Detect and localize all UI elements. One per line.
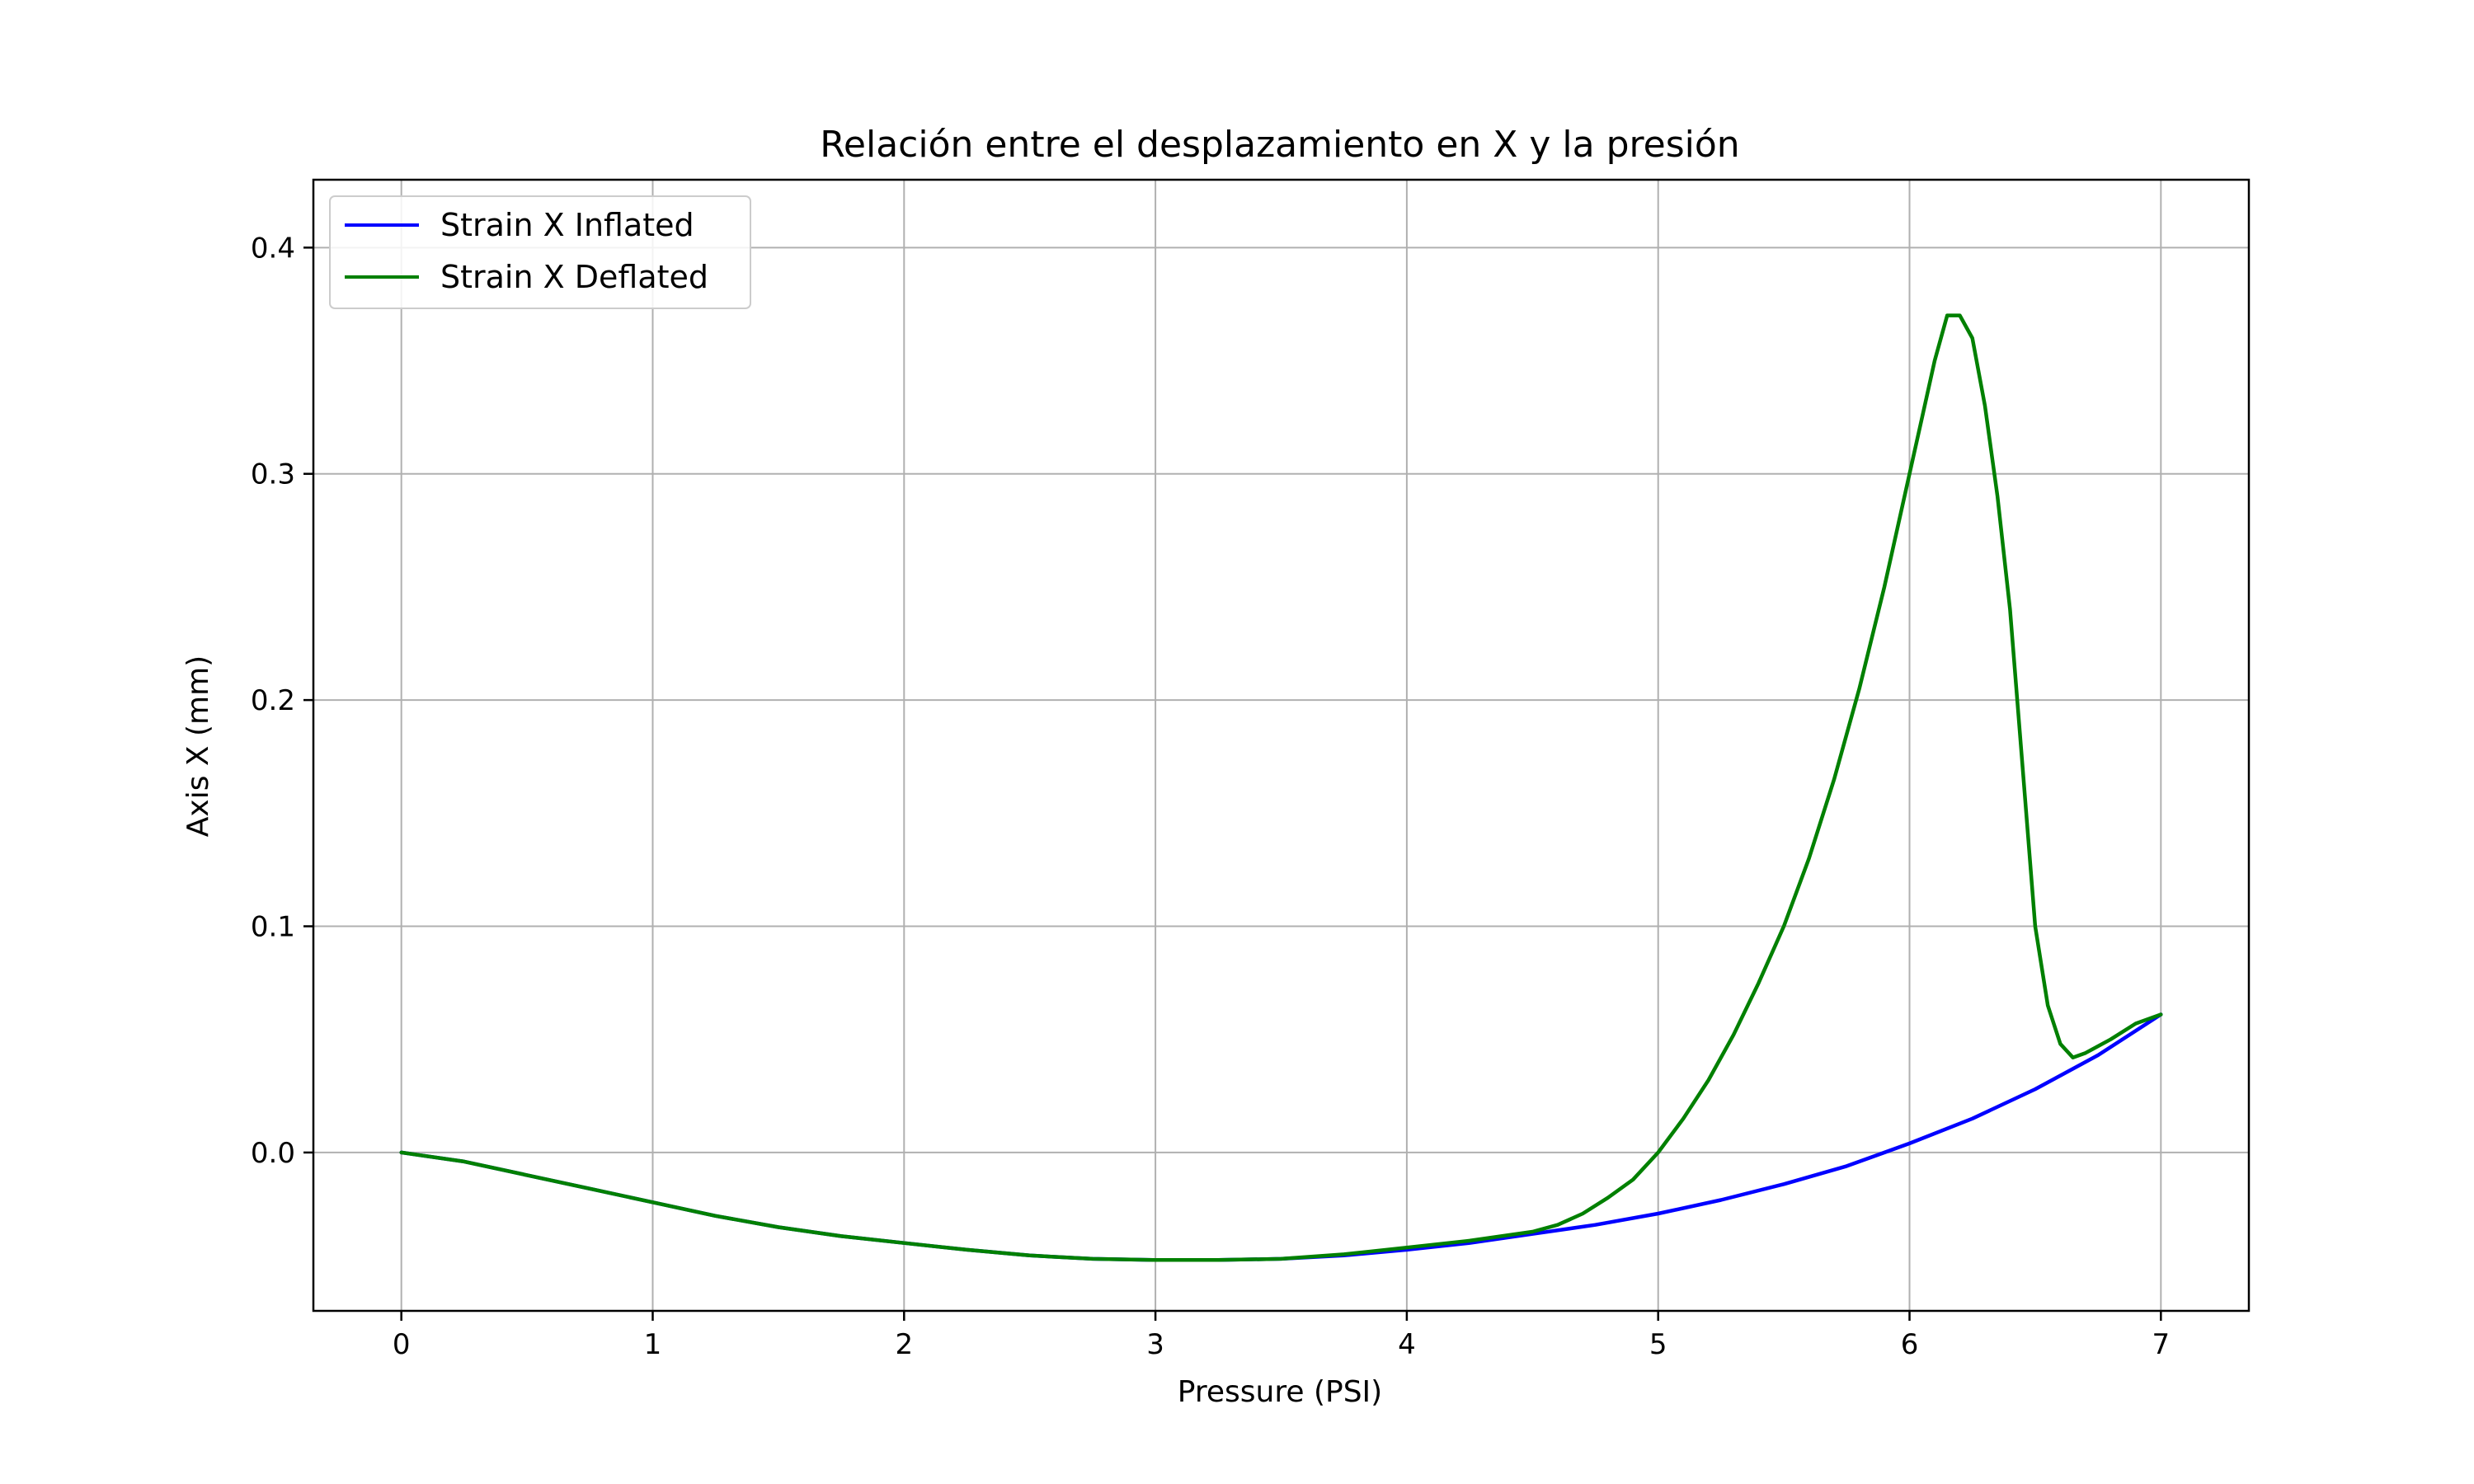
series-lines <box>399 313 2163 1262</box>
x-tick-label: 5 <box>1649 1328 1667 1361</box>
x-axis-label: Pressure (PSI) <box>1178 1375 1382 1409</box>
legend-label-inflated: Strain X Inflated <box>440 207 694 243</box>
x-tick-label: 6 <box>1901 1328 1919 1361</box>
chart-title: Relación entre el desplazamiento en X y … <box>820 124 1739 166</box>
legend-box <box>329 195 751 309</box>
plot-area-frame <box>312 178 2251 1313</box>
x-tick-label: 3 <box>1146 1328 1164 1361</box>
y-tick-label: 0.3 <box>251 458 295 491</box>
y-tick-label: 0.2 <box>251 684 295 717</box>
series-line-deflated <box>399 313 2163 1262</box>
y-tick-label: 0.0 <box>251 1137 295 1170</box>
legend: Strain X Inflated Strain X Deflated <box>329 195 751 309</box>
x-tick-label: 7 <box>2152 1328 2170 1361</box>
y-tick-label: 0.1 <box>251 911 295 944</box>
x-tick-label: 4 <box>1398 1328 1416 1361</box>
y-axis-ticks: 0.0 0.1 0.2 0.3 0.4 <box>251 232 313 1170</box>
grid-lines <box>313 180 2249 1311</box>
legend-label-deflated: Strain X Deflated <box>440 259 708 295</box>
x-tick-label: 0 <box>393 1328 411 1361</box>
x-tick-label: 1 <box>644 1328 662 1361</box>
x-tick-label: 2 <box>895 1328 913 1361</box>
x-axis-ticks: 0 1 2 3 4 5 6 7 <box>393 1311 2170 1361</box>
y-axis-label: Axis X (mm) <box>181 655 215 837</box>
y-tick-label: 0.4 <box>251 232 295 265</box>
